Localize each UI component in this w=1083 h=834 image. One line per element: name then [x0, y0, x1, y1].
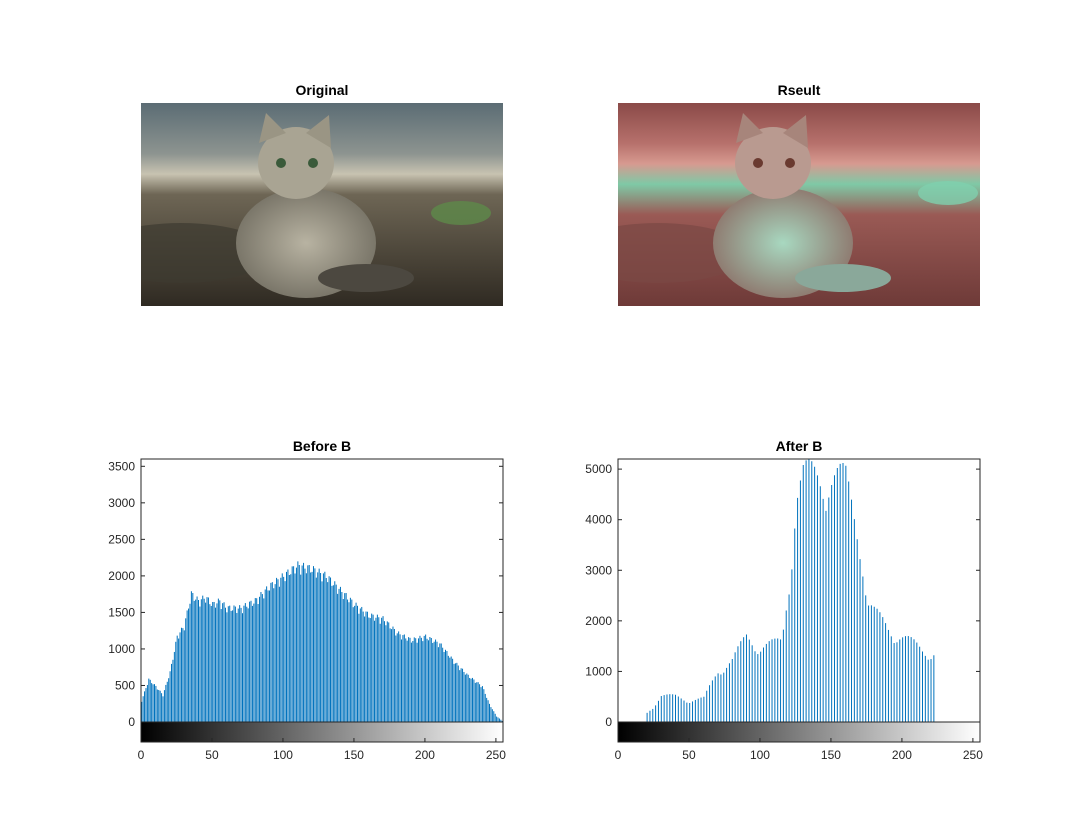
x-tick-label: 0	[138, 748, 145, 762]
grayscale-colorbar	[617, 721, 981, 743]
y-tick-label: 0	[605, 715, 612, 729]
y-tick-label: 4000	[585, 513, 612, 527]
y-tick-label: 1000	[585, 664, 612, 678]
x-tick-label: 150	[344, 748, 364, 762]
y-tick-label: 2500	[108, 532, 135, 546]
y-tick-label: 3000	[108, 496, 135, 510]
x-tick-label: 50	[205, 748, 219, 762]
original-image	[141, 103, 503, 306]
x-tick-label: 100	[273, 748, 293, 762]
y-tick-label: 2000	[108, 569, 135, 583]
y-tick-label: 5000	[585, 462, 612, 476]
histogram-bars	[141, 561, 503, 722]
y-tick-label: 1500	[108, 605, 135, 619]
y-tick-label: 3500	[108, 459, 135, 473]
y-tick-label: 500	[115, 678, 135, 692]
x-tick-label: 50	[682, 748, 696, 762]
x-tick-label: 250	[963, 748, 983, 762]
before-b-histogram: Before B 0 500 1000 1500 2000 2500 3000 3500 0 50 1…	[108, 438, 506, 762]
x-tick-label: 100	[750, 748, 770, 762]
x-tick-label: 0	[615, 748, 622, 762]
x-tick-label: 150	[821, 748, 841, 762]
y-tick-label: 1000	[108, 642, 135, 656]
histogram-bars	[646, 459, 935, 722]
histogram-title: After B	[776, 438, 823, 454]
y-tick-label: 3000	[585, 563, 612, 577]
result-image	[618, 103, 980, 306]
histogram-title: Before B	[293, 438, 351, 454]
original-title: Original	[295, 82, 349, 98]
y-tick-label: 0	[128, 715, 135, 729]
after-b-histogram: After B 0 1000 2000 3000 4000 5000 0 50 100 150 200…	[585, 438, 983, 762]
grayscale-colorbar	[140, 721, 504, 743]
x-tick-label: 200	[415, 748, 435, 762]
x-tick-label: 200	[892, 748, 912, 762]
x-tick-label: 250	[486, 748, 506, 762]
y-tick-label: 2000	[585, 614, 612, 628]
result-title: Rseult	[777, 82, 821, 98]
